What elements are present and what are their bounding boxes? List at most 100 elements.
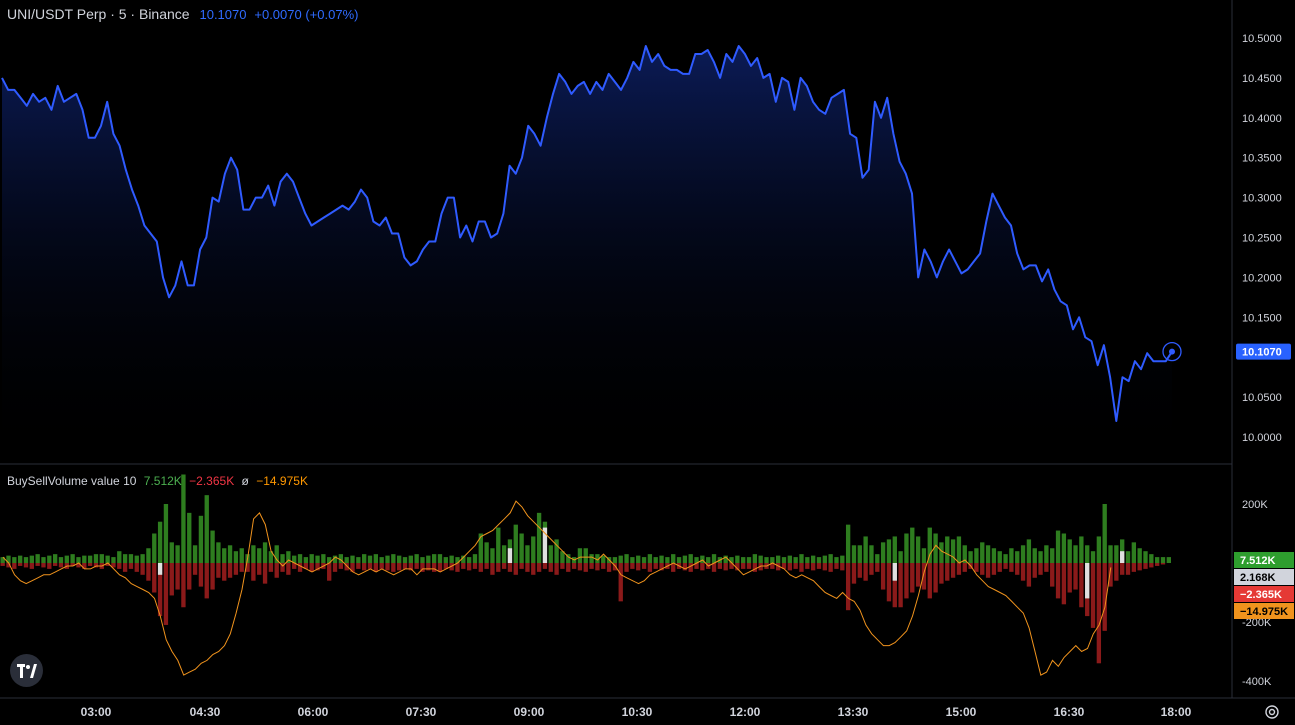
buy-volume-bar xyxy=(29,555,34,563)
sell-volume-bar xyxy=(717,563,723,569)
buy-volume-bar xyxy=(362,554,367,563)
buy-volume-bar xyxy=(1125,551,1131,563)
sell-volume-bar xyxy=(1155,563,1160,566)
buy-volume-bar xyxy=(787,555,792,563)
sell-volume-bar xyxy=(82,563,87,569)
sell-volume-bar xyxy=(531,563,536,575)
sell-volume-bar xyxy=(630,563,635,569)
buy-volume-bar xyxy=(793,557,798,563)
tradingview-logo-icon[interactable] xyxy=(10,654,43,687)
sell-volume-bar xyxy=(822,563,827,571)
buy-volume-bar xyxy=(216,542,221,563)
buy-volume-bar xyxy=(297,554,303,563)
buy-volume-bar xyxy=(122,554,128,563)
buy-volume-bar xyxy=(1090,551,1096,563)
sell-volume-bar xyxy=(309,563,314,572)
sell-volume-bar xyxy=(286,563,291,575)
buy-volume-bar xyxy=(321,554,326,563)
volume-tick-label: -400K xyxy=(1242,676,1272,688)
buy-volume-bar xyxy=(169,542,174,563)
sell-volume-bar xyxy=(991,563,997,575)
sell-volume-bar xyxy=(729,563,734,569)
buy-volume-bar xyxy=(863,536,868,563)
buy-volume-bar xyxy=(624,554,629,563)
buy-volume-bar xyxy=(1050,548,1055,563)
price-tick-label: 10.2500 xyxy=(1242,233,1282,245)
sell-volume-bar xyxy=(373,563,379,572)
sell-volume-bar xyxy=(239,563,244,572)
buy-volume-bar xyxy=(618,555,623,563)
buy-volume-bar xyxy=(1020,545,1026,563)
buy-volume-bar xyxy=(997,551,1002,563)
buy-volume-bar xyxy=(152,533,157,563)
sell-volume-bar xyxy=(274,563,279,578)
buy-volume-bar xyxy=(157,521,163,563)
sell-volume-bar xyxy=(636,563,641,571)
buy-volume-bar xyxy=(87,555,93,563)
buy-volume-bar xyxy=(531,536,536,563)
sell-volume-bar xyxy=(1073,563,1078,590)
sell-volume-bar xyxy=(974,563,979,572)
buy-volume-bar xyxy=(834,557,839,563)
buy-volume-bar xyxy=(472,554,478,563)
sell-volume-bar xyxy=(1143,563,1148,569)
sell-volume-bar xyxy=(746,563,752,569)
buy-volume-bar xyxy=(239,548,244,563)
buy-volume-bar xyxy=(1137,548,1142,563)
buy-volume-bar xyxy=(892,536,897,563)
buy-volume-bar xyxy=(23,557,29,563)
sell-volume-bar xyxy=(128,563,134,569)
sell-volume-bar xyxy=(1032,563,1037,578)
buy-volume-bar xyxy=(175,545,180,563)
buy-volume-bar xyxy=(373,554,379,563)
sell-volume-bar xyxy=(175,563,180,590)
sell-volume-bar xyxy=(268,563,274,572)
price-tick-label: 10.5000 xyxy=(1242,33,1282,45)
sell-volume-bar xyxy=(1055,563,1061,599)
buy-volume-bar xyxy=(921,548,927,563)
sell-volume-bar xyxy=(478,563,483,572)
sell-volume-bar xyxy=(595,563,600,571)
symbol-title[interactable]: UNI/USDT Perp · 5 · Binance xyxy=(7,6,190,22)
buy-volume-bar xyxy=(776,555,781,563)
buy-volume-bar xyxy=(676,557,682,563)
buy-volume-bar xyxy=(1155,557,1160,563)
sell-volume-bar xyxy=(222,563,227,581)
buy-volume-bar xyxy=(741,557,746,563)
sell-volume-bar xyxy=(904,563,909,599)
buy-volume-bar xyxy=(1026,539,1032,563)
buy-volume-bar xyxy=(379,557,384,563)
settings-gear-icon[interactable] xyxy=(1263,703,1281,721)
sell-volume-bar xyxy=(810,563,816,571)
indicator-legend[interactable]: BuySellVolume value 10 7.512K −2.365K ø … xyxy=(7,474,312,488)
buy-volume-bar xyxy=(682,555,688,563)
buy-volume-bar xyxy=(595,554,600,563)
sell-volume-bar xyxy=(770,563,775,569)
buy-volume-bar xyxy=(391,554,396,563)
sell-volume-bar xyxy=(245,563,250,572)
buy-volume-bar xyxy=(1096,536,1102,563)
buy-volume-bar xyxy=(1108,545,1113,563)
time-tick-label: 07:30 xyxy=(406,705,437,719)
sell-volume-bar xyxy=(47,563,52,569)
buy-volume-bar xyxy=(630,557,635,563)
buy-volume-bar xyxy=(210,530,215,563)
sell-volume-bar xyxy=(1160,563,1166,565)
buy-volume-bar xyxy=(41,557,46,563)
time-axis: 03:00 04:30 06:00 07:30 09:00 10:30 12:00 13:30… xyxy=(81,705,1192,719)
sell-volume-bar xyxy=(985,563,991,578)
sell-volume-bar xyxy=(700,563,705,571)
sell-volume-bar xyxy=(58,563,64,568)
buy-volume-bar xyxy=(764,557,769,563)
buy-volume-bar xyxy=(198,515,204,563)
buy-volume-bar xyxy=(146,548,151,563)
volume-tick-label: 200K xyxy=(1242,499,1268,511)
sell-volume-bar xyxy=(956,563,962,575)
sell-volume-bar xyxy=(414,563,419,569)
sell-volume-bar xyxy=(1090,563,1096,628)
sell-volume-bar xyxy=(1038,563,1043,575)
buy-volume-bar xyxy=(822,555,827,563)
sell-volume-bar xyxy=(962,563,967,572)
buy-volume-bar xyxy=(117,551,122,563)
